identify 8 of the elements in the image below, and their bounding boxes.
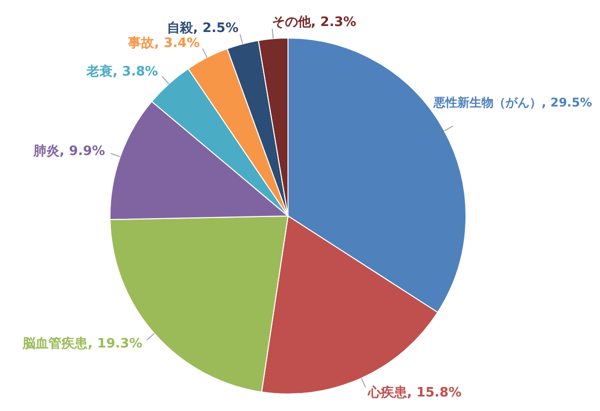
slice-label: その他, 2.3% [272,15,356,30]
slice-label: 肺炎, 9.9% [32,144,106,159]
slice-label: 悪性新生物（がん）, 29.5% [432,95,592,110]
slice-label: 脳血管疾患, 19.3% [22,336,142,352]
slice-label: 自殺, 2.5% [166,20,239,36]
slice-label: 事故, 3.4% [127,36,200,51]
slice-label: 老衰, 3.8% [86,63,158,80]
slice-label: 心疾患, 15.8% [366,384,462,400]
